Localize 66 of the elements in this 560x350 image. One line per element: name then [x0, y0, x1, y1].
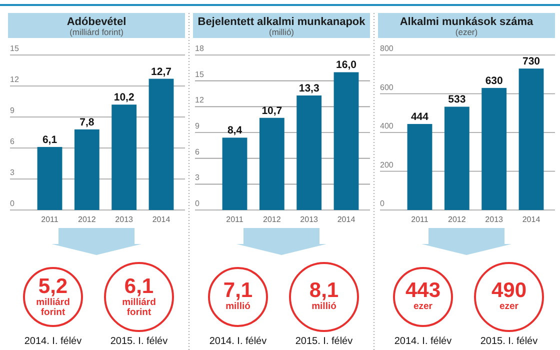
y-tick-label: 15 [195, 70, 204, 79]
y-tick-label: 200 [380, 160, 394, 170]
chart-subtitle: (millió) [268, 27, 294, 37]
x-tick-label: 2013 [485, 215, 504, 224]
x-tick-label: 2011 [411, 215, 429, 224]
y-tick-label: 3 [195, 173, 200, 182]
data-label: 533 [448, 94, 466, 106]
chart-title: Bejelentett alkalmi munkanapok [198, 16, 366, 28]
text: 2014. I. félév [24, 336, 82, 347]
data-label: 12,7 [151, 66, 172, 78]
data-label: 10,7 [262, 104, 282, 117]
text: millió [226, 301, 251, 312]
x-tick-label: 2014 [152, 215, 171, 224]
chart-subtitle: (ezer) [455, 27, 478, 37]
y-tick-label: 6 [195, 147, 200, 156]
data-label: 13,3 [298, 82, 320, 94]
y-tick-label: 12 [195, 96, 204, 105]
chart-title: Alkalmi munkások száma [400, 16, 534, 28]
y-tick-label: 3 [10, 168, 15, 177]
data-label: 8,4 [227, 124, 242, 137]
y-tick-label: 0 [195, 199, 200, 208]
text: ezer [413, 301, 433, 312]
y-tick-label: 6 [10, 137, 15, 146]
y-tick-label: 400 [380, 122, 394, 130]
text: 443 [405, 279, 441, 302]
y-tick-label: 9 [195, 122, 200, 130]
x-tick-label: 2013 [300, 215, 319, 224]
data-label: 6,1 [42, 134, 58, 146]
text: 2015. I. félév [480, 336, 538, 347]
x-tick-label: 2014 [522, 215, 541, 224]
data-label: 16,0 [336, 59, 357, 72]
chart-subtitle: (milliárd forint) [70, 27, 124, 37]
chart-title: Adóbevétel [66, 16, 126, 28]
text: 5,2 [38, 275, 68, 298]
data-label: 7,8 [80, 116, 94, 128]
text: 490 [491, 279, 527, 302]
text: ezer [499, 301, 519, 312]
text: 8,1 [309, 279, 339, 302]
text: 7,1 [223, 279, 253, 302]
y-tick-label: 9 [10, 106, 15, 115]
data-label: 730 [522, 56, 540, 68]
data-label: 444 [410, 110, 429, 123]
text: 2015. I. félév [110, 336, 168, 347]
x-tick-label: 2012 [78, 215, 96, 224]
text: milliárd forint [122, 297, 156, 318]
y-tick-label: 600 [380, 82, 394, 92]
y-tick-label: 0 [380, 199, 385, 208]
data-label: 630 [485, 74, 503, 87]
x-tick-label: 2011 [226, 215, 244, 224]
x-tick-label: 2011 [41, 215, 59, 224]
text: 2014. I. félév [394, 336, 452, 347]
text: 2014. I. félév [209, 336, 267, 347]
y-tick-label: 0 [10, 199, 15, 208]
text: millió [312, 301, 337, 312]
y-tick-label: 12 [10, 75, 20, 84]
x-tick-label: 2013 [115, 215, 134, 224]
data-label: 10,2 [114, 92, 134, 104]
text: milliárd forint [36, 297, 70, 318]
x-tick-label: 2012 [263, 215, 282, 224]
text: 6,1 [124, 275, 154, 298]
y-tick-label: 18 [195, 44, 204, 53]
x-tick-label: 2012 [448, 215, 466, 224]
y-tick-label: 15 [10, 44, 20, 53]
x-tick-label: 2014 [337, 215, 356, 224]
text: 2015. I. félév [295, 336, 353, 347]
y-tick-label: 800 [380, 44, 394, 53]
